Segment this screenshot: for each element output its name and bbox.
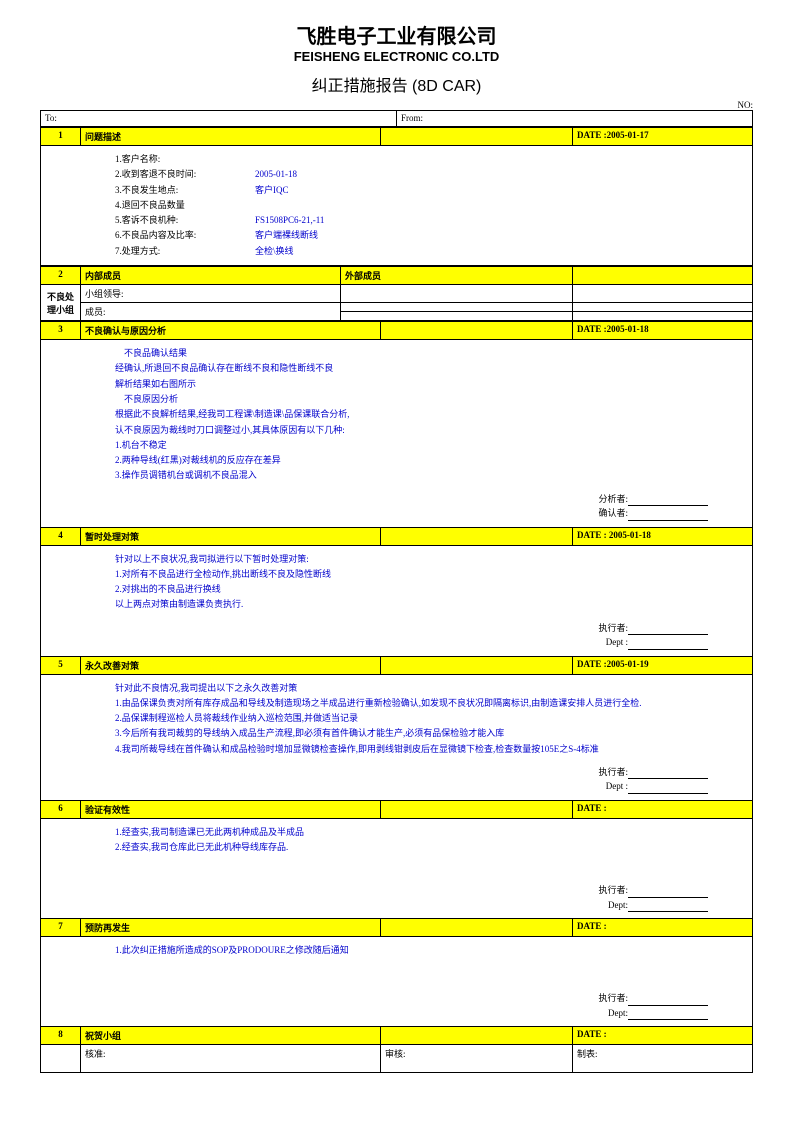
section-6: 6 验证有效性 DATE : 1.经查实,我司制造课已无此两机种成品及半成品 2… — [40, 800, 753, 918]
section-1: 1 问题描述 DATE :2005-01-17 1.客户名称: 2.收到客退不良… — [40, 127, 753, 266]
from-cell: From: — [397, 111, 753, 127]
s4-content: 针对以上不良状况,我司拟进行以下暂时处理对策: 1.对所有不良品进行全检动作,挑… — [45, 548, 748, 617]
no-label: NO: — [40, 100, 753, 110]
section-4: 4 暂时处理对策 DATE : 2005-01-18 针对以上不良状况,我司拟进… — [40, 527, 753, 656]
s6-sign: 执行者: Dept: — [45, 879, 748, 916]
s8-review: 审核: — [381, 1045, 573, 1073]
to-cell: To: — [41, 111, 397, 127]
s6-num: 6 — [41, 800, 81, 818]
s5-sign: 执行者: Dept : — [45, 761, 748, 798]
s7-content: 1.此次纠正措施所造成的SOP及PRODOURE之修改随后通知 — [45, 939, 748, 962]
s4-num: 4 — [41, 527, 81, 545]
header: 飞胜电子工业有限公司 FEISHENG ELECTRONIC CO.LTD 纠正… — [40, 20, 753, 96]
s5-num: 5 — [41, 656, 81, 674]
s3-date: DATE :2005-01-18 — [573, 322, 753, 340]
s1-content: 1.客户名称: 2.收到客退不良时间:2005-01-18 3.不良发生地点:客… — [45, 148, 748, 263]
section-5: 5 永久改善对策 DATE :2005-01-19 针对此不良情况,我司提出以下… — [40, 656, 753, 800]
s1-num: 1 — [41, 128, 81, 146]
s8-date: DATE : — [573, 1027, 753, 1045]
s2-ext: 外部成员 — [341, 267, 573, 285]
section-3: 3 不良确认与原因分析 DATE :2005-01-18 不良品确认结果 经确认… — [40, 321, 753, 526]
section-7: 7 预防再发生 DATE : 1.此次纠正措施所造成的SOP及PRODOURE之… — [40, 918, 753, 1026]
company-name-cn: 飞胜电子工业有限公司 — [40, 20, 753, 49]
s8-title: 祝贺小组 — [81, 1027, 381, 1045]
s3-title: 不良确认与原因分析 — [81, 322, 381, 340]
s2-group-label: 不良处理小组 — [41, 285, 81, 321]
s1-title: 问题描述 — [81, 128, 381, 146]
s7-sign: 执行者: Dept: — [45, 987, 748, 1024]
s6-content: 1.经查实,我司制造课已无此两机种成品及半成品 2.经查实,我司仓库此已无此机种… — [45, 821, 748, 860]
report-title: 纠正措施报告 (8D CAR) — [40, 72, 753, 96]
s4-date: DATE : 2005-01-18 — [573, 527, 753, 545]
s2-title: 内部成员 — [81, 267, 341, 285]
company-name-en: FEISHENG ELECTRONIC CO.LTD — [40, 49, 753, 64]
s8-approve: 核准: — [81, 1045, 381, 1073]
s8-make: 制表: — [573, 1045, 753, 1073]
s6-date: DATE : — [573, 800, 753, 818]
s7-date: DATE : — [573, 919, 753, 937]
s5-content: 针对此不良情况,我司提出以下之永久改善对策 1.由品保课负责对所有库存成品和导线… — [45, 677, 748, 761]
s4-sign: 执行者: Dept : — [45, 617, 748, 654]
s1-date: DATE :2005-01-17 — [573, 128, 753, 146]
to-from-table: To: From: — [40, 110, 753, 127]
s3-sign: 分析者: 确认者: — [45, 488, 748, 525]
s6-title: 验证有效性 — [81, 800, 381, 818]
section-8: 8 祝贺小组 DATE : 核准: 审核: 制表: — [40, 1026, 753, 1073]
s2-leader-label: 小组领导: — [81, 285, 341, 303]
s7-num: 7 — [41, 919, 81, 937]
s2-member-label: 成员: — [81, 303, 341, 321]
s3-num: 3 — [41, 322, 81, 340]
section-2: 2 内部成员 外部成员 不良处理小组 小组领导: 成员: — [40, 266, 753, 321]
s3-content: 不良品确认结果 经确认,所退回不良品确认存在断线不良和隐性断线不良 解析结果如右… — [45, 342, 748, 488]
s2-num: 2 — [41, 267, 81, 285]
s8-num: 8 — [41, 1027, 81, 1045]
s5-date: DATE :2005-01-19 — [573, 656, 753, 674]
s7-title: 预防再发生 — [81, 919, 381, 937]
s5-title: 永久改善对策 — [81, 656, 381, 674]
s4-title: 暂时处理对策 — [81, 527, 381, 545]
